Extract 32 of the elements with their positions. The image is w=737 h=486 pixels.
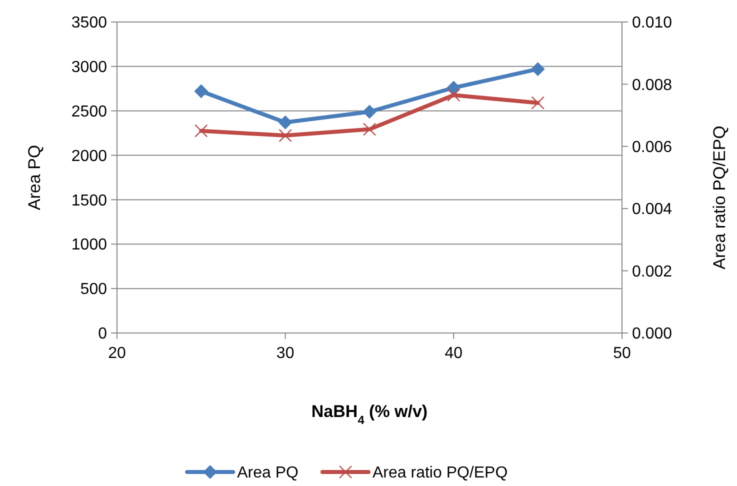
x-tick-label: 40 bbox=[444, 345, 463, 362]
point bbox=[531, 96, 544, 110]
x-tick-label: 50 bbox=[613, 345, 631, 362]
y2-tick-label: 0.004 bbox=[632, 201, 672, 218]
y2-tick-label: 0.008 bbox=[632, 76, 672, 94]
point bbox=[278, 128, 292, 142]
y-tick-label: 3500 bbox=[71, 14, 108, 32]
y2-tick-label: 0.000 bbox=[632, 326, 672, 343]
y2-axis-title: Area ratio PQ/EPQ bbox=[710, 126, 729, 270]
y-tick-label: 2500 bbox=[71, 103, 108, 120]
y-tick-label: 3000 bbox=[71, 59, 108, 76]
y-tick-label: 1000 bbox=[71, 236, 108, 254]
y2-tick-label: 0.010 bbox=[632, 14, 672, 32]
x-axis-title: NaBH$_{4}$ (% w/v) bbox=[311, 402, 428, 427]
y-tick-label: 2000 bbox=[71, 148, 108, 165]
point bbox=[278, 115, 292, 130]
legend-label: Area ratio PQ/EPQ bbox=[372, 464, 508, 482]
y-axis-title: Area PQ bbox=[25, 144, 44, 210]
x-tick-label: 30 bbox=[276, 345, 294, 362]
legend-label: Area PQ bbox=[237, 464, 298, 482]
point bbox=[530, 62, 545, 76]
point bbox=[362, 122, 376, 136]
point bbox=[194, 124, 208, 138]
y2-tick-label: 0.006 bbox=[632, 139, 672, 156]
point bbox=[447, 88, 460, 102]
y2-tick-label: 0.002 bbox=[632, 263, 672, 280]
y-tick-label: 1500 bbox=[71, 192, 108, 210]
x-tick-label: 20 bbox=[108, 345, 126, 362]
y-tick-label: 0 bbox=[98, 326, 108, 343]
point bbox=[194, 84, 208, 98]
point bbox=[362, 104, 376, 119]
y-tick-label: 500 bbox=[80, 281, 108, 298]
